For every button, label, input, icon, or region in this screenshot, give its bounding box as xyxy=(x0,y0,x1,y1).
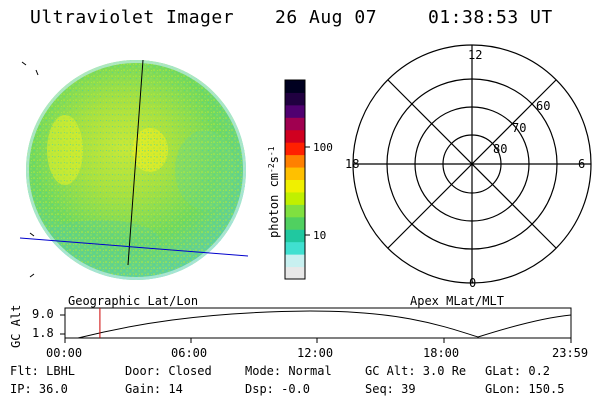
polar-dial xyxy=(352,44,592,284)
colorbar-segment xyxy=(285,92,305,106)
colorbar-frame xyxy=(284,79,306,280)
colorbar-segment xyxy=(285,191,305,205)
colorbar-segment xyxy=(285,142,305,156)
mode-info: Mode: Normal xyxy=(245,364,332,378)
orbit-plot-frame xyxy=(64,307,572,339)
mlt-label-0: 0 xyxy=(469,276,476,290)
ip-info: IP: 36.0 xyxy=(10,382,68,396)
meridian-line xyxy=(127,59,144,266)
colorbar-segment xyxy=(285,266,305,280)
orbit-x-tick-2: 12:00 xyxy=(297,346,334,360)
colorbar-segment xyxy=(285,179,305,193)
orbit-x-tick-3: 18:00 xyxy=(423,346,460,360)
glat-info: GLat: 0.2 xyxy=(485,364,551,378)
colorbar xyxy=(285,80,305,280)
orbit-x-tick-1: 06:00 xyxy=(171,346,208,360)
colorbar-segment xyxy=(285,80,305,93)
mlt-label-18: 18 xyxy=(345,157,359,171)
orbit-x-tick-0: 00:00 xyxy=(46,346,83,360)
image-edge-marks xyxy=(21,61,39,278)
orbit-y-top: 9.0 xyxy=(32,307,54,321)
mlat-label-60: 60 xyxy=(536,99,550,113)
colorbar-segment xyxy=(285,129,305,143)
filter-info: Flt: LBHL xyxy=(10,364,76,378)
gain-info: Gain: 14 xyxy=(125,382,183,396)
orbit-axis-label: GC Alt xyxy=(9,305,23,348)
orbit-ticks xyxy=(60,314,572,343)
mlat-label-70: 70 xyxy=(512,121,526,135)
mlt-label-6: 6 xyxy=(578,157,585,171)
gc-alt-info: GC Alt: 3.0 Re xyxy=(365,364,467,378)
colorbar-title: photon cm-2s-1 xyxy=(267,146,282,238)
seq-info: Seq: 39 xyxy=(365,382,416,396)
colorbar-segment xyxy=(285,216,305,230)
dsp-info: Dsp: -0.0 xyxy=(245,382,311,396)
colorbar-label-100: 100 xyxy=(313,141,333,154)
colorbar-segment xyxy=(285,254,305,268)
colorbar-segment xyxy=(285,154,305,168)
uv-image xyxy=(26,60,246,280)
instrument-title: Ultraviolet Imager xyxy=(30,7,235,28)
orbit-y-bottom: 1.8 xyxy=(32,326,54,340)
mlt-label-12: 12 xyxy=(468,48,482,62)
orbit-altitude-curve xyxy=(77,310,572,339)
colorbar-segment xyxy=(285,117,305,131)
colorbar-segment xyxy=(285,241,305,255)
equator-line xyxy=(19,237,249,257)
orbit-right-title: Apex MLat/MLT xyxy=(410,294,504,308)
door-info: Door: Closed xyxy=(125,364,212,378)
colorbar-label-10: 10 xyxy=(313,229,326,242)
time-label: 01:38:53 UT xyxy=(428,7,553,28)
orbit-x-tick-4: 23:59 xyxy=(552,346,589,360)
orbit-left-title: Geographic Lat/Lon xyxy=(68,294,199,308)
colorbar-segment xyxy=(285,204,305,218)
date-label: 26 Aug 07 xyxy=(275,7,378,28)
glon-info: GLon: 150.5 xyxy=(485,382,565,396)
colorbar-segment xyxy=(285,229,305,243)
colorbar-segment xyxy=(285,104,305,118)
colorbar-segment xyxy=(285,167,305,180)
mlat-label-80: 80 xyxy=(493,142,507,156)
